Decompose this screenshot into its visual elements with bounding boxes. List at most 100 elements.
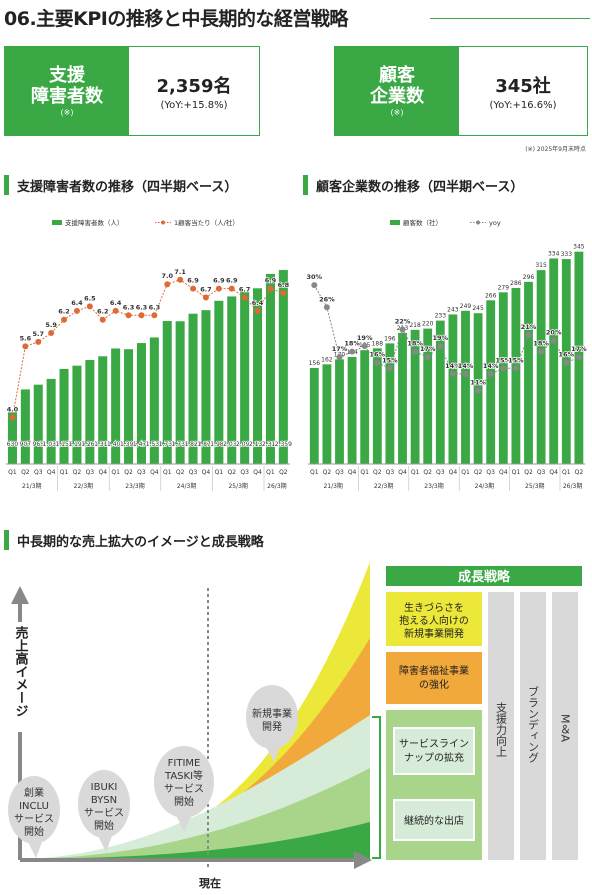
legend-line-marker bbox=[161, 220, 165, 225]
bar-q4-15 bbox=[498, 292, 508, 464]
line-value-label-20: 16% bbox=[559, 351, 575, 359]
bar-q4-11 bbox=[149, 337, 159, 464]
line-value-label-2: 5.7 bbox=[32, 330, 44, 338]
x-group-label-3: 24/3期 bbox=[475, 482, 494, 490]
box-orange-1: 障害者福祉事業 bbox=[399, 664, 469, 677]
line-point-19 bbox=[550, 337, 557, 344]
line-point-4 bbox=[361, 343, 368, 350]
bar-value-label-6: 1,265 bbox=[81, 441, 98, 448]
section-bottom-title: 中長期的な売上拡大のイメージと成長戦略 bbox=[17, 534, 264, 550]
bar-q3-14 bbox=[188, 313, 198, 464]
line-point-14 bbox=[190, 285, 197, 292]
series-line bbox=[313, 284, 580, 392]
bar-q4-7 bbox=[98, 356, 108, 464]
bar-q1-0 bbox=[309, 368, 319, 464]
line-point-17 bbox=[228, 285, 235, 292]
bar-q1-4 bbox=[360, 350, 370, 464]
bar-value-label-12: 1,739 bbox=[159, 441, 176, 448]
line-value-label-14: 6.9 bbox=[187, 277, 199, 285]
bubble-founding-4: 開始 bbox=[24, 825, 44, 838]
box-green-1-line2: ナップの拡充 bbox=[404, 751, 464, 764]
kpi-client-label-1: 顧客 bbox=[379, 64, 415, 86]
bar-q1-12 bbox=[162, 321, 172, 464]
line-point-18 bbox=[241, 294, 248, 301]
bar-q3-10 bbox=[136, 343, 146, 464]
bar-value-label-16: 1,985 bbox=[210, 441, 227, 448]
line-value-label-13: 11% bbox=[470, 378, 486, 386]
bar-value-label-12: 249 bbox=[460, 303, 472, 310]
x-tick-label-1: Q2 bbox=[21, 469, 30, 476]
section-bottom-heading: 中長期的な売上拡大のイメージと成長戦略 bbox=[4, 530, 264, 550]
y-axis-label: 売上高イメージ bbox=[13, 625, 29, 717]
kpi-client-label-2: 企業数 bbox=[370, 86, 424, 108]
bubble-new-business: 新規事業 開発 bbox=[246, 685, 298, 762]
x-tick-label-9: Q2 bbox=[423, 469, 432, 476]
line-point-9 bbox=[125, 312, 132, 319]
x-tick-label-17: Q2 bbox=[227, 469, 236, 476]
line-value-label-20: 6.9 bbox=[265, 277, 277, 285]
x-tick-label-18: Q3 bbox=[537, 469, 546, 476]
bubble-founding-2: INCLU bbox=[19, 801, 49, 812]
bar-q4-7 bbox=[398, 332, 407, 464]
bar-q4-19 bbox=[549, 258, 559, 464]
box-green-2-line1: 継続的な出店 bbox=[404, 814, 464, 827]
line-point-3 bbox=[349, 348, 356, 355]
bar-q4-3 bbox=[347, 356, 357, 464]
bar-q1-20 bbox=[265, 273, 275, 464]
kpi-support-label: 支援 障害者数 (※) bbox=[5, 47, 129, 135]
bar-value-label-13: 1,736 bbox=[172, 441, 189, 448]
box-orange-2: の強化 bbox=[419, 678, 449, 691]
x-group-label-1: 22/3期 bbox=[74, 482, 93, 490]
box-green-1-line1: サービスライン bbox=[399, 738, 469, 750]
box-yellow-3: 新規事業開発 bbox=[404, 627, 464, 640]
line-point-0 bbox=[9, 414, 16, 421]
line-point-5 bbox=[374, 359, 381, 366]
line-point-10 bbox=[138, 312, 145, 319]
line-point-21 bbox=[280, 290, 287, 297]
bar-q2-1 bbox=[322, 364, 332, 464]
bar-q1-8 bbox=[410, 329, 420, 464]
kpi-support-label-2: 障害者数 bbox=[31, 86, 103, 108]
bar-q2-5 bbox=[72, 365, 82, 464]
line-value-label-16: 15% bbox=[508, 356, 524, 364]
line-value-label-3: 18% bbox=[344, 340, 360, 348]
bar-value-label-1: 907 bbox=[20, 441, 32, 448]
bar-q4-15 bbox=[201, 310, 211, 464]
line-value-label-11: 14% bbox=[445, 362, 461, 370]
section-right-marker bbox=[303, 175, 308, 195]
x-tick-label-15: Q4 bbox=[202, 469, 211, 476]
bar-q2-17 bbox=[524, 281, 533, 464]
bar-value-label-11: 1,539 bbox=[146, 441, 163, 448]
bar-q1-12 bbox=[461, 310, 470, 464]
bar-value-label-8: 1,405 bbox=[107, 441, 124, 448]
kpi-client-value-box: 345社 (YoY:+16.6%) bbox=[459, 47, 587, 135]
band-light-green bbox=[20, 768, 370, 859]
x-tick-label-5: Q2 bbox=[373, 469, 382, 476]
line-point-3 bbox=[48, 330, 55, 337]
bubble-fitime-1: FITIME bbox=[168, 758, 201, 769]
bar-q2-5 bbox=[372, 348, 382, 464]
bar-value-label-17: 296 bbox=[523, 274, 535, 281]
line-value-label-0: 4.0 bbox=[7, 405, 19, 413]
bar-value-label-2: 965 bbox=[33, 441, 45, 448]
x-tick-label-2: Q3 bbox=[34, 469, 43, 476]
bar-q2-13 bbox=[175, 321, 185, 464]
bubble-new-business-1: 新規事業 bbox=[252, 707, 292, 720]
bar-value-label-21: 2,359 bbox=[275, 441, 292, 448]
bar-value-label-14: 1,828 bbox=[184, 441, 201, 448]
line-point-21 bbox=[575, 354, 582, 361]
section-left-heading: 支援障害者数の推移（四半期ベース） bbox=[4, 175, 237, 195]
line-value-label-5: 6.4 bbox=[71, 299, 83, 307]
line-value-label-17: 21% bbox=[521, 323, 537, 331]
bar-value-label-6: 196 bbox=[384, 335, 396, 342]
legend-bar-swatch bbox=[52, 220, 62, 225]
line-value-label-16: 6.9 bbox=[213, 277, 225, 285]
line-value-label-10: 6.3 bbox=[136, 303, 148, 311]
line-point-19 bbox=[254, 307, 261, 314]
kpi-client-yoy: (YoY:+16.6%) bbox=[489, 99, 557, 111]
x-tick-label-10: Q3 bbox=[137, 469, 146, 476]
x-group-label-2: 23/3期 bbox=[424, 482, 443, 490]
line-value-label-0: 30% bbox=[307, 273, 323, 281]
line-point-13 bbox=[475, 387, 482, 394]
support-count-chart: 支援障害者数（人） 1顧客当たり（人/社）630 907 9651,0351,1561… bbox=[6, 218, 293, 491]
